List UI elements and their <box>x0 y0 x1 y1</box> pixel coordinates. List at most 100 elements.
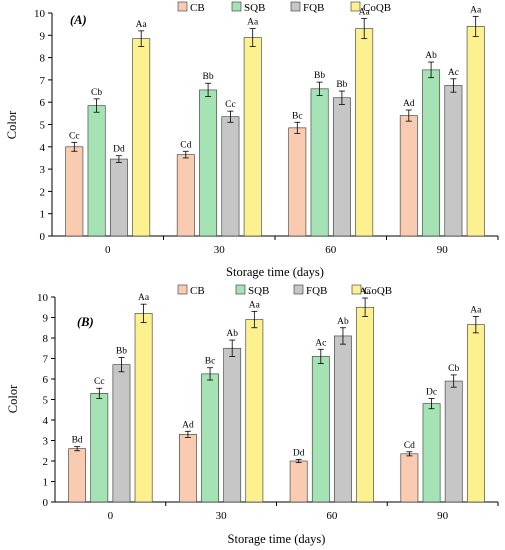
data-label: Ab <box>425 51 437 61</box>
data-label: Cc <box>94 377 105 387</box>
bar-coqb-60 <box>356 306 374 503</box>
data-label: Ab <box>337 317 349 327</box>
data-label: Cb <box>91 88 102 98</box>
y-tick-label: 6 <box>40 97 46 109</box>
y-tick-label: 1 <box>40 209 46 221</box>
data-label: Cd <box>180 140 191 150</box>
bar-coqb-90 <box>466 26 485 237</box>
bar-sqb-0 <box>87 105 106 237</box>
y-tick-label: 7 <box>40 75 46 87</box>
bar-cb-60 <box>289 460 308 503</box>
data-label: Bd <box>72 436 83 446</box>
y-tick-label: 4 <box>43 415 49 427</box>
legend-item-coqb: CoQB <box>350 1 391 14</box>
legend-item-fqb: FQB <box>293 284 327 297</box>
y-tick-label: 8 <box>43 333 49 345</box>
data-label: Aa <box>249 300 261 310</box>
bar-fqb-0 <box>112 364 131 503</box>
bar-cb-60 <box>288 127 307 237</box>
legend-label: SQB <box>248 285 269 297</box>
x-tick-label: 0 <box>108 510 114 522</box>
legend-label: CB <box>190 285 205 297</box>
legend-label: CoQB <box>363 2 391 14</box>
data-label: Aa <box>359 8 371 18</box>
x-axis-title: Storage time (days) <box>226 265 324 279</box>
bar-fqb-30 <box>223 347 242 503</box>
legend-label: FQB <box>303 2 324 14</box>
legend-swatch <box>350 1 361 12</box>
y-axis-title: Color <box>6 384 20 413</box>
data-label: Bb <box>314 71 325 81</box>
bar-cb-90 <box>399 115 418 237</box>
bar-fqb-90 <box>444 380 463 503</box>
y-tick-label: 2 <box>40 186 46 198</box>
data-label: Aa <box>136 20 148 30</box>
y-tick-label: 3 <box>40 164 46 176</box>
chart-panel-a: 0 1 2 3 4 5 6 7 8 9 10 0 Cc Cb Dd Aa 30 Cd Bb Cc Aa 60 Bc Bb Bb A… <box>5 1 499 279</box>
bar-sqb-60 <box>310 88 329 237</box>
bar-sqb-60 <box>311 356 330 503</box>
legend-swatch <box>351 284 362 295</box>
y-tick-label: 0 <box>43 497 49 509</box>
data-label: Ac <box>448 68 459 78</box>
x-tick-label: 0 <box>105 244 111 256</box>
bar-cb-90 <box>400 453 419 503</box>
bar-fqb-30 <box>221 116 240 237</box>
data-label: Bb <box>203 72 214 82</box>
bar-sqb-30 <box>199 89 218 237</box>
y-tick-label: 9 <box>40 30 46 42</box>
data-label: Aa <box>470 305 482 315</box>
data-label: Dc <box>426 387 437 397</box>
bar-sqb-90 <box>422 403 441 503</box>
bar-coqb-0 <box>134 313 153 503</box>
legend-swatch <box>231 1 242 12</box>
bar-coqb-30 <box>245 319 264 503</box>
bar-coqb-0 <box>132 38 151 237</box>
legend-item-cb: CB <box>177 284 205 297</box>
y-tick-label: 5 <box>43 395 49 407</box>
x-tick-label: 90 <box>437 510 449 522</box>
data-label: Ab <box>226 329 238 339</box>
x-tick-label: 90 <box>437 244 449 256</box>
data-label: Aa <box>470 5 482 15</box>
x-tick-label: 60 <box>326 510 338 522</box>
bar-cb-30 <box>179 434 197 503</box>
y-tick-label: 8 <box>40 53 46 65</box>
data-label: Bc <box>292 111 303 121</box>
data-label: Bb <box>116 346 127 356</box>
data-label: Ad <box>403 99 415 109</box>
bar-fqb-0 <box>109 158 128 237</box>
legend-item-fqb: FQB <box>290 1 324 14</box>
y-axis-title: Color <box>5 110 19 139</box>
y-tick-label: 9 <box>43 313 49 325</box>
bar-fqb-60 <box>332 97 351 237</box>
x-tick-label: 30 <box>216 510 228 522</box>
bar-fqb-60 <box>334 335 352 503</box>
bar-coqb-30 <box>243 37 262 237</box>
bar-sqb-30 <box>201 373 219 503</box>
legend-label: CoQB <box>364 285 392 297</box>
x-tick-label: 30 <box>214 244 226 256</box>
data-label: Ac <box>315 338 326 348</box>
y-tick-label: 4 <box>40 142 46 154</box>
x-tick-label: 60 <box>325 244 337 256</box>
bar-cb-30 <box>176 154 195 237</box>
y-tick-label: 1 <box>43 477 49 489</box>
data-label: Cb <box>448 364 459 374</box>
data-label: Aa <box>360 287 372 297</box>
legend-swatch <box>293 284 304 295</box>
y-tick-label: 10 <box>34 8 46 20</box>
y-tick-label: 6 <box>43 374 49 386</box>
legend-label: FQB <box>306 285 327 297</box>
data-label: Aa <box>247 18 259 28</box>
legend-label: CB <box>190 2 205 14</box>
bar-fqb-90 <box>444 85 463 237</box>
data-label: Bb <box>336 80 347 90</box>
y-tick-label: 5 <box>40 120 46 132</box>
bar-sqb-0 <box>90 393 109 503</box>
bar-coqb-90 <box>466 324 485 503</box>
bar-cb-0 <box>68 448 87 503</box>
data-label: Bc <box>205 357 216 367</box>
panel-label: (B) <box>77 315 94 329</box>
